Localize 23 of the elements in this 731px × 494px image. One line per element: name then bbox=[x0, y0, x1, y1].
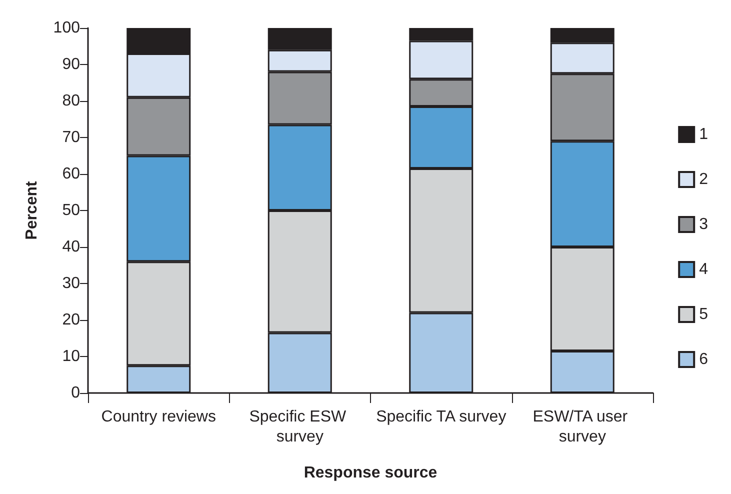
y-tick-label: 0 bbox=[71, 384, 80, 402]
y-tick-label: 100 bbox=[53, 20, 80, 36]
x-tick-label: Specific TA survey bbox=[376, 408, 506, 426]
x-tick-label: Specific ESW survey bbox=[249, 408, 351, 446]
y-tick-label: 90 bbox=[62, 56, 80, 73]
y-tick-label: 40 bbox=[62, 238, 80, 256]
legend-label: 1 bbox=[699, 126, 708, 143]
legend-label: 3 bbox=[699, 216, 708, 233]
legend-label: 4 bbox=[699, 261, 708, 278]
y-tick-label: 50 bbox=[62, 202, 80, 219]
x-axis-title: Response source bbox=[304, 464, 438, 482]
y-tick-label: 80 bbox=[62, 92, 80, 110]
y-tick-label: 60 bbox=[62, 166, 80, 182]
y-axis-title: Percent bbox=[24, 180, 40, 240]
y-tick-label: 10 bbox=[62, 348, 80, 365]
y-tick-label: 30 bbox=[62, 275, 80, 292]
x-tick-label: Country reviews bbox=[101, 408, 216, 426]
y-tick-label: 70 bbox=[62, 129, 80, 146]
legend-label: 6 bbox=[699, 351, 708, 368]
x-tick-label: ESW/TA user survey bbox=[532, 408, 632, 446]
y-tick-label: 20 bbox=[62, 312, 80, 328]
legend-label: 2 bbox=[699, 171, 708, 188]
legend-label: 5 bbox=[699, 306, 708, 323]
